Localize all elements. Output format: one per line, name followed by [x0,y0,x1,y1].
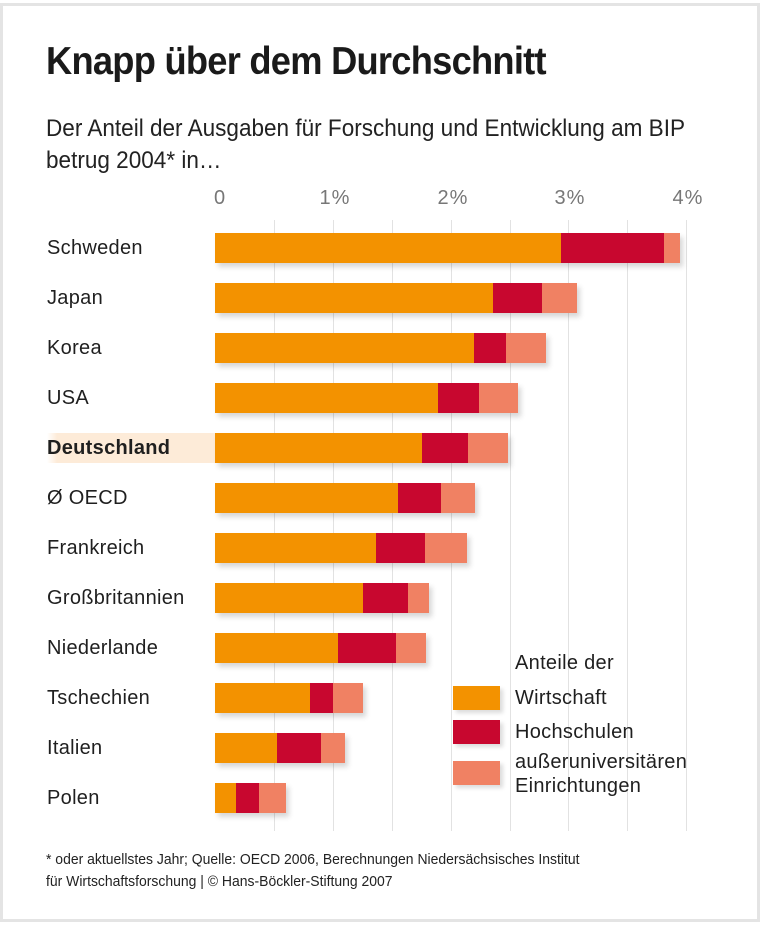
bar-segment-ausseruniversitaeren [321,733,345,763]
bar-segment-hochschulen [474,333,506,363]
legend-label-hochschulen: Hochschulen [515,721,634,743]
bar-italien [215,733,345,763]
bar-segment-wirtschaft [215,483,398,513]
chart-title: Knapp über dem Durchschnitt [46,40,547,83]
category-label-italien: Italien [47,737,103,759]
category-label-frankreich: Frankreich [47,537,145,559]
bar-schweden [215,233,681,263]
bar-korea [215,333,546,363]
category-label-deutschland: Deutschland [47,433,215,463]
gridline [510,220,511,831]
x-tick-label: 0 [213,187,227,209]
bar-segment-hochschulen [437,383,479,413]
gridline [392,220,393,831]
bar-segment-wirtschaft [215,433,423,463]
bar-avg-oecd [215,483,476,513]
category-label-niederlande: Niederlande [47,637,159,659]
bar-frankreich [215,533,468,563]
bar-segment-wirtschaft [215,683,311,713]
gridline [627,220,628,831]
bar-segment-ausseruniversitaeren [424,533,468,563]
category-label-avg-oecd: Ø OECD [47,487,128,509]
gridline [274,220,275,831]
bar-polen [215,783,286,813]
bar-deutschland [215,433,509,463]
bar-segment-wirtschaft [215,233,562,263]
footer-line-2: für Wirtschaftsforschung | © Hans-Böckle… [46,873,393,890]
bar-segment-wirtschaft [215,733,278,763]
category-label-grossbritannien: Großbritannien [47,587,185,609]
bar-segment-hochschulen [422,433,469,463]
bar-segment-hochschulen [337,633,397,663]
bar-segment-ausseruniversitaeren [408,583,430,613]
bar-segment-hochschulen [363,583,409,613]
legend-label-line2: Einrichtungen [515,775,642,797]
chart-subtitle: Der Anteil der Ausgaben für Forschung un… [46,115,685,174]
legend-swatch-hochschulen [453,720,500,744]
bar-grossbritannien [215,583,430,613]
bar-japan [215,283,577,313]
category-label-tschechien: Tschechien [47,687,151,709]
x-tick-label: 3% [554,187,586,209]
x-tick-label: 2% [437,187,469,209]
legend-swatch-ausseruniversitaer [453,761,500,785]
bar-segment-hochschulen [561,233,664,263]
bar-niederlande [215,633,426,663]
category-label-schweden: Schweden [47,237,143,259]
legend-label-line1: außeruniversitären [515,751,688,773]
bar-segment-hochschulen [376,533,425,563]
bar-segment-ausseruniversitaeren [396,633,426,663]
bar-segment-wirtschaft [215,783,237,813]
bar-segment-ausseruniversitaeren [441,483,476,513]
bar-tschechien [215,683,364,713]
gridline [451,220,452,831]
bar-segment-wirtschaft [215,583,364,613]
footer-line-1: * oder aktuellstes Jahr; Quelle: OECD 20… [46,851,580,868]
gridline [568,220,569,831]
bar-segment-hochschulen [310,683,333,713]
bar-segment-ausseruniversitaeren [258,783,286,813]
bar-segment-hochschulen [277,733,321,763]
x-tick-label: 4% [672,187,704,209]
bar-segment-wirtschaft [215,533,377,563]
bar-segment-ausseruniversitaeren [663,233,681,263]
bar-segment-hochschulen [236,783,259,813]
legend-label-ausseruniversitaer: außeruniversitären Einrichtungen [515,750,687,798]
category-label-korea: Korea [47,337,102,359]
category-label-polen: Polen [47,787,100,809]
gridline [686,220,687,831]
bar-segment-hochschulen [493,283,543,313]
legend-swatch-wirtschaft [453,686,500,710]
bar-segment-ausseruniversitaeren [505,333,546,363]
legend-label-wirtschaft: Wirtschaft [515,687,607,709]
bar-segment-ausseruniversitaeren [332,683,364,713]
category-label-japan: Japan [47,287,103,309]
bar-segment-ausseruniversitaeren [478,383,518,413]
legend-title: Anteile der [515,652,614,674]
x-tick-label: 1% [319,187,351,209]
bar-usa [215,383,518,413]
source-footer: * oder aktuellstes Jahr; Quelle: OECD 20… [46,849,697,893]
bar-segment-hochschulen [397,483,442,513]
bar-segment-wirtschaft [215,333,475,363]
gridline [333,220,334,831]
bar-segment-wirtschaft [215,633,338,663]
category-label-usa: USA [47,387,90,409]
bar-segment-wirtschaft [215,383,438,413]
bar-segment-ausseruniversitaeren [468,433,509,463]
bar-segment-ausseruniversitaeren [542,283,577,313]
bar-segment-wirtschaft [215,283,493,313]
